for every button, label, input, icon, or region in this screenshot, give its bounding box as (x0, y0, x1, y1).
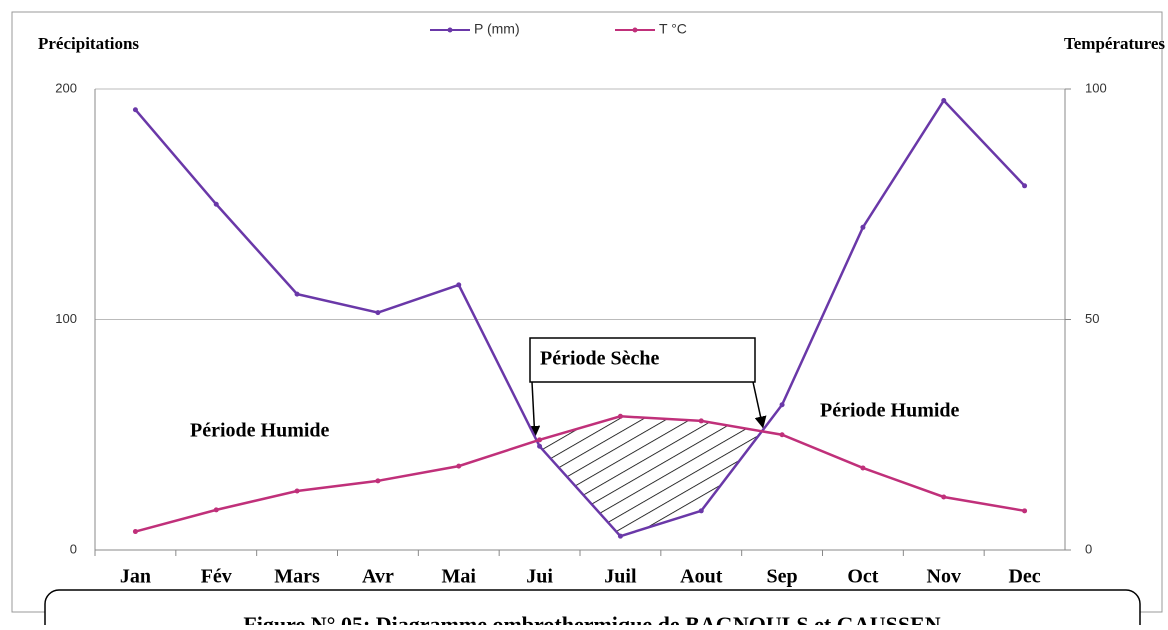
x-tick-label: Mai (442, 566, 477, 588)
y2-tick-label: 100 (1085, 80, 1107, 95)
y2-axis-label: Températures (1064, 34, 1165, 53)
point (132, 107, 138, 113)
point (698, 418, 704, 424)
y-tick-label: 0 (70, 541, 77, 556)
y2-tick-label: 0 (1085, 541, 1092, 556)
point (213, 201, 219, 207)
arrow (528, 381, 541, 438)
point (456, 463, 462, 469)
caption-box (44, 589, 1141, 630)
x-tick-label: Mars (274, 566, 320, 588)
y2-tick-label: 50 (1085, 311, 1099, 326)
caption: Figure N° 05: Diagramme ombrothermique d… (243, 612, 940, 625)
point (456, 282, 462, 288)
series-line (135, 415, 1025, 533)
y-tick-label: 100 (55, 311, 77, 326)
y-axis-label: Précipitations (38, 34, 139, 53)
legend-dot (632, 27, 638, 33)
annotation-box (529, 337, 756, 383)
point (537, 443, 543, 449)
annotation: Période Humide (820, 400, 960, 422)
x-tick-label: Jan (120, 566, 151, 588)
point (294, 488, 300, 494)
point (1022, 183, 1028, 189)
annotation: Période Sèche (540, 348, 660, 370)
x-tick-label: Oct (847, 566, 878, 588)
point (860, 465, 866, 471)
x-tick-label: Juil (604, 566, 637, 588)
x-tick-label: Avr (362, 566, 394, 588)
point (941, 494, 947, 500)
point (375, 310, 381, 316)
point (698, 508, 704, 514)
x-tick-label: Nov (927, 566, 961, 588)
point (617, 413, 623, 419)
point (1022, 508, 1028, 514)
point (537, 437, 543, 443)
x-tick-label: Jui (526, 566, 553, 588)
point (860, 224, 866, 230)
x-tick-label: Fév (201, 566, 232, 588)
legend-dot (447, 27, 453, 33)
point (294, 291, 300, 297)
annotation: Période Humide (190, 420, 330, 442)
point (941, 98, 947, 104)
arrow (752, 381, 767, 429)
x-tick-label: Dec (1008, 566, 1040, 588)
point (213, 507, 219, 513)
series-line (134, 98, 1026, 538)
point (132, 529, 138, 535)
legend-label: P (mm) (474, 21, 520, 37)
y-tick-label: 200 (55, 80, 77, 95)
point (617, 533, 623, 539)
point (375, 478, 381, 484)
point (779, 432, 785, 438)
chart-frame (11, 11, 1163, 613)
legend-label: T °C (659, 21, 687, 37)
x-tick-label: Aout (680, 566, 723, 588)
x-tick-label: Sep (767, 566, 798, 588)
point (779, 402, 785, 408)
